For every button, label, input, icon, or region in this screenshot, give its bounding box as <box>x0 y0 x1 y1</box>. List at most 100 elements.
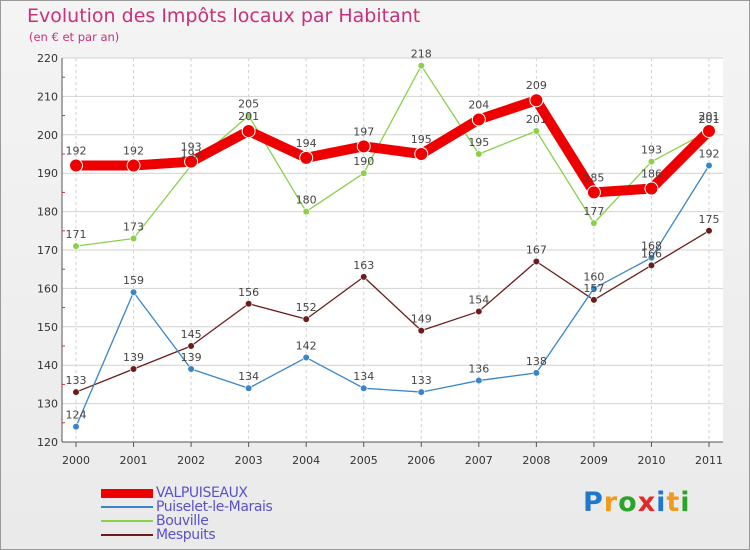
x-tick-label: 2011 <box>695 454 723 467</box>
data-point-valpuiseaux <box>299 150 314 165</box>
data-label-bouville: 195 <box>468 136 489 149</box>
y-tick-label: 160 <box>37 282 58 295</box>
data-point-mespuits <box>302 315 310 323</box>
x-tick-label: 2004 <box>292 454 320 467</box>
series-line-mespuits <box>75 230 710 393</box>
data-label-mespuits: 145 <box>181 328 202 341</box>
data-label-mespuits: 139 <box>123 351 144 364</box>
data-label-puiselet-le-marais: 136 <box>468 363 489 376</box>
series-line-puiselet-le-marais <box>75 164 710 428</box>
data-label-puiselet-le-marais: 159 <box>123 274 144 287</box>
data-point-puiselet-le-marais <box>129 288 138 296</box>
legend-label: Bouville <box>156 513 209 529</box>
logo-letter: P <box>583 487 604 518</box>
data-point-puiselet-le-marais <box>360 384 368 392</box>
grid-layer <box>62 57 723 443</box>
legend-swatch <box>101 488 153 498</box>
data-point-valpuiseaux <box>529 93 544 108</box>
data-point-puiselet-le-marais <box>647 254 656 262</box>
data-label-puiselet-le-marais: 133 <box>411 374 432 387</box>
data-point-valpuiseaux <box>69 158 83 173</box>
data-point-valpuiseaux <box>586 185 601 200</box>
data-point-puiselet-le-marais <box>475 376 483 385</box>
data-label-bouville: 180 <box>296 194 317 207</box>
data-label-valpuiseaux: 194 <box>296 137 317 150</box>
data-label-puiselet-le-marais: 160 <box>583 270 604 283</box>
data-point-mespuits <box>187 342 195 350</box>
data-label-mespuits: 166 <box>641 247 662 260</box>
data-label-bouville: 171 <box>66 228 87 241</box>
legend-item-bouville: Bouville <box>101 514 272 528</box>
data-label-valpuiseaux: 186 <box>641 168 662 181</box>
data-point-puiselet-le-marais <box>705 161 713 170</box>
data-point-bouville <box>647 158 656 166</box>
data-point-puiselet-le-marais <box>245 384 253 392</box>
data-point-mespuits <box>475 307 483 316</box>
data-label-bouville: 177 <box>583 205 604 218</box>
data-point-bouville <box>417 62 425 70</box>
legend-item-puiselet-le-marais: Puiselet-le-Marais <box>101 499 273 515</box>
data-label-mespuits: 156 <box>238 286 259 299</box>
data-point-bouville <box>360 169 368 177</box>
data-label-mespuits: 154 <box>468 293 489 306</box>
data-point-mespuits <box>590 296 598 304</box>
data-point-valpuiseaux <box>356 139 371 154</box>
data-label-puiselet-le-marais: 134 <box>353 370 374 383</box>
logo-letter: o <box>618 487 638 518</box>
chart-title: Evolution des Impôts locaux par Habitant <box>27 5 421 27</box>
legend-label: Puiselet-le-Marais <box>156 499 273 515</box>
logo-letter: i <box>680 487 691 518</box>
data-label-valpuiseaux: 204 <box>468 98 489 111</box>
logo-letter: i <box>656 487 667 518</box>
data-point-bouville <box>302 208 310 216</box>
proxiti-logo: Proxiti <box>583 487 691 518</box>
data-point-mespuits <box>72 388 80 396</box>
logo-letter: x <box>637 487 657 518</box>
data-point-mespuits <box>417 327 425 335</box>
y-tick-label: 180 <box>37 206 58 219</box>
data-label-valpuiseaux: 193 <box>181 141 202 154</box>
legend-item-valpuiseaux: VALPUISEAUX <box>101 486 272 500</box>
legend-swatch <box>101 534 153 536</box>
y-tick-label: 210 <box>37 90 58 103</box>
data-point-mespuits <box>360 273 368 281</box>
y-tick-label: 170 <box>37 244 58 257</box>
data-label-mespuits: 157 <box>583 282 604 295</box>
data-label-mespuits: 152 <box>296 301 317 314</box>
data-point-bouville <box>475 150 483 158</box>
data-label-mespuits: 133 <box>66 374 87 387</box>
label-layer: 133 139 145 156 152 163 149 154 167 157 166 175 124 1… <box>66 48 720 422</box>
data-point-valpuiseaux <box>644 181 659 196</box>
data-label-bouville: 218 <box>411 48 432 61</box>
data-label-mespuits: 167 <box>526 244 547 257</box>
x-tick-label: 2009 <box>580 454 608 467</box>
data-label-valpuiseaux: 195 <box>411 133 432 146</box>
data-label-bouville: 190 <box>353 155 374 168</box>
x-tick-label: 2008 <box>522 454 550 467</box>
logo-letter: t <box>666 487 681 518</box>
legend-swatch <box>101 520 153 522</box>
data-point-puiselet-le-marais <box>187 365 195 373</box>
data-label-bouville: 173 <box>123 220 144 233</box>
y-tick-label: 140 <box>37 359 58 372</box>
data-label-mespuits: 163 <box>353 259 374 272</box>
axis-layer: 120 130 140 150 160 170 180 190 200 210 220 2000 200… <box>37 52 723 467</box>
x-tick-label: 2007 <box>465 454 493 467</box>
series-layer <box>69 62 716 431</box>
data-point-valpuiseaux <box>184 154 199 169</box>
legend: VALPUISEAUX Puiselet-le-Marais Bouville … <box>101 486 273 542</box>
data-label-valpuiseaux: 201 <box>699 110 720 123</box>
data-label-puiselet-le-marais: 138 <box>526 355 547 368</box>
data-point-puiselet-le-marais <box>532 369 540 377</box>
data-label-valpuiseaux: 209 <box>526 79 547 92</box>
data-label-puiselet-le-marais: 142 <box>296 340 317 353</box>
y-tick-label: 190 <box>37 167 58 180</box>
data-point-bouville <box>72 242 80 250</box>
y-tick-label: 130 <box>37 398 58 411</box>
x-tick-label: 2001 <box>120 454 148 467</box>
x-tick-label: 2002 <box>177 454 205 467</box>
data-label-mespuits: 175 <box>699 213 720 226</box>
data-point-mespuits <box>705 227 713 235</box>
